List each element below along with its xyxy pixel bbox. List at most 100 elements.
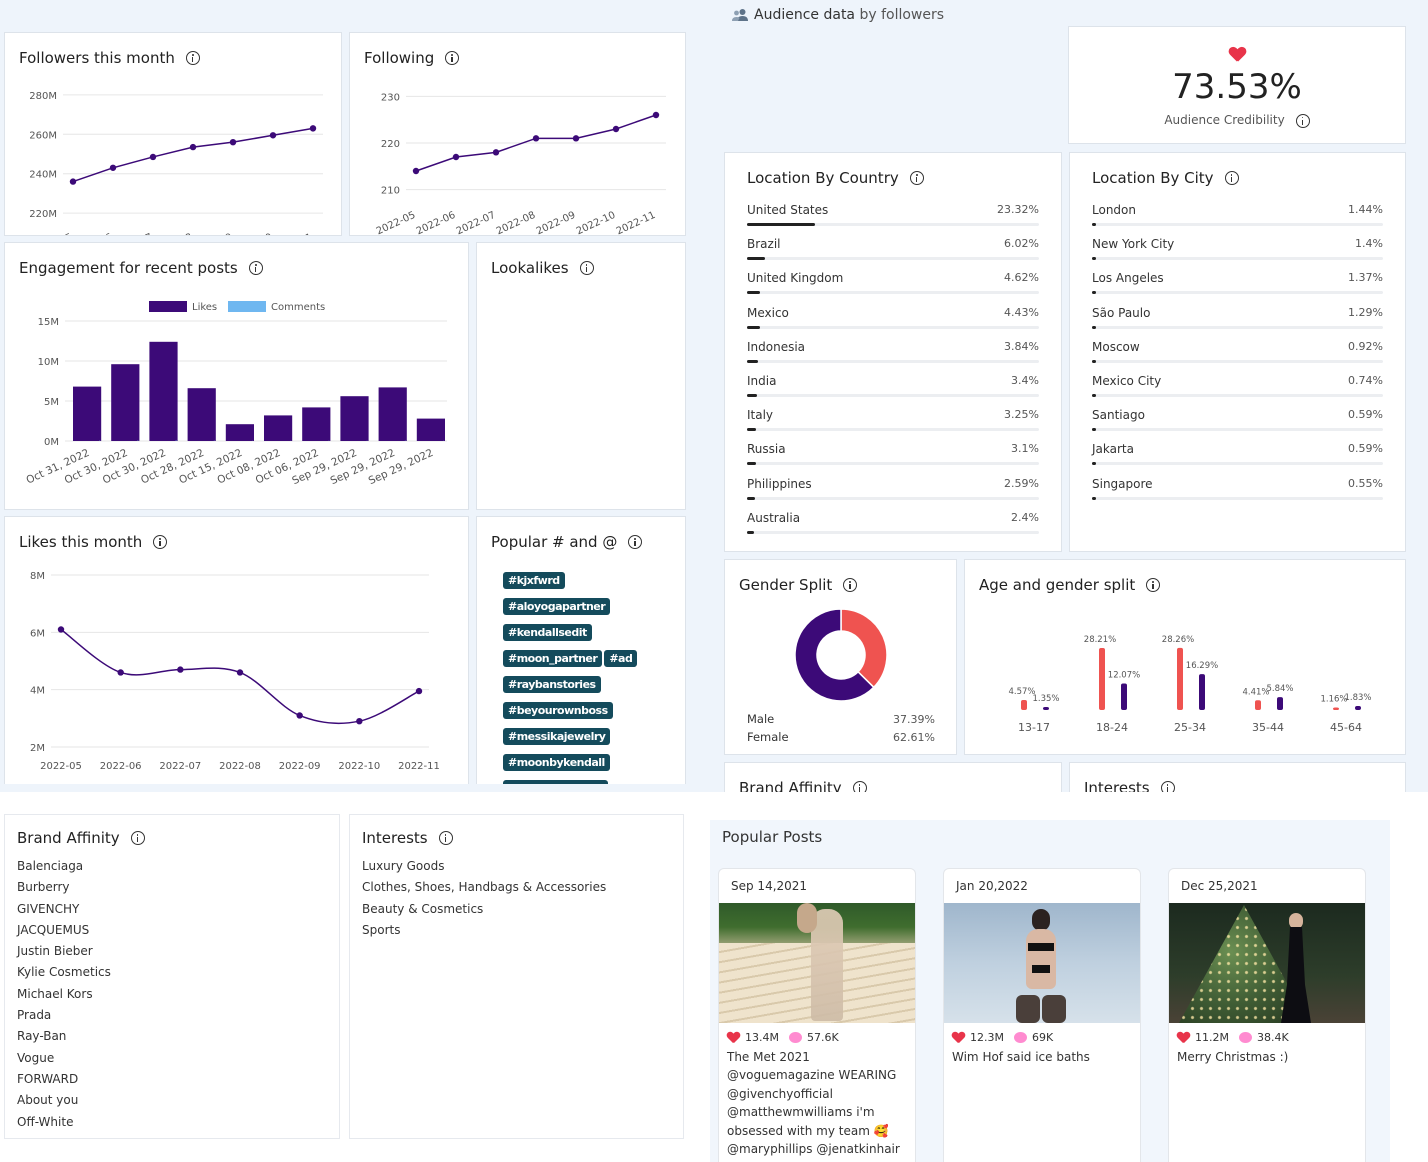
data-label-female: 16.29% xyxy=(1186,661,1218,671)
post-caption: Wim Hof said ice baths xyxy=(952,1050,1090,1064)
card-title: Brand Affinity xyxy=(17,829,145,847)
info-icon[interactable] xyxy=(852,781,867,792)
location-name: New York City xyxy=(1092,237,1175,252)
interests-peek-card: Interests xyxy=(1069,762,1406,792)
info-icon[interactable] xyxy=(1224,171,1239,185)
following-card: Following 210 220 230 2022-05 2022-06 2022-07… xyxy=(349,32,686,236)
location-name: Australia xyxy=(747,510,801,525)
location-row: Russia 3.1% xyxy=(747,442,1039,476)
info-icon[interactable] xyxy=(909,171,924,185)
hashtag-chip[interactable]: #aloyogapartner xyxy=(503,598,611,615)
bar-likes xyxy=(264,415,293,441)
info-icon[interactable] xyxy=(130,831,145,845)
post-image[interactable] xyxy=(944,903,1140,1023)
hashtag-chip[interactable]: #beyourownboss xyxy=(503,702,613,719)
post-image[interactable] xyxy=(719,903,915,1023)
info-icon[interactable] xyxy=(248,261,263,275)
info-icon[interactable] xyxy=(445,51,460,65)
tag-list: #kjxfwrd #aloyogapartner #kendallsedit #moo… xyxy=(503,569,673,784)
info-icon[interactable] xyxy=(628,535,643,549)
x-tick-label: 2022-05 xyxy=(375,210,418,236)
location-percent: 0.92% xyxy=(1348,339,1383,353)
hashtag-chip[interactable]: #kjxfwrd xyxy=(503,572,565,589)
info-icon[interactable] xyxy=(1160,781,1175,792)
list-item: Ray-Ban xyxy=(17,1029,67,1044)
info-icon[interactable] xyxy=(579,261,594,275)
list-item: Prada xyxy=(17,1008,52,1023)
bar-likes xyxy=(187,388,216,441)
followers-title: Followers this month xyxy=(19,49,175,67)
gender-legend-label: Male xyxy=(747,712,774,726)
list-item: Beauty & Cosmetics xyxy=(362,901,484,916)
brand-peek-title: Brand Affinity xyxy=(739,779,842,792)
post-likes: 12.3M xyxy=(970,1031,1004,1044)
brand-list: Balenciaga Burberry GIVENCHY JACQUEMUS Justi… xyxy=(17,859,111,1136)
heart-icon xyxy=(952,1032,965,1044)
hashtag-chip[interactable]: #ad xyxy=(604,650,638,667)
post-image[interactable] xyxy=(1169,903,1365,1023)
post-card[interactable]: Jan 20,2022 12.3M 69K Wim Hof said ice ba… xyxy=(943,868,1141,1162)
bar-likes xyxy=(340,396,369,441)
post-caption: Merry Christmas :) xyxy=(1177,1050,1289,1064)
hashtag-chip[interactable]: #moon_partner xyxy=(503,650,603,667)
bar-likes xyxy=(416,418,445,441)
age-gender-bar-chart: 4.57%1.35% 13-17 28.21% 12.07% 18-24 28.26% 16… xyxy=(1008,635,1371,734)
location-name: London xyxy=(1092,203,1136,217)
info-icon[interactable] xyxy=(1295,113,1310,128)
location-row: Los Angeles 1.37% xyxy=(1092,271,1383,305)
card-title: Location By City xyxy=(1092,169,1239,187)
brand-affinity-peek-card: Brand Affinity xyxy=(724,762,1062,792)
data-point xyxy=(412,167,420,175)
hashtag-chip[interactable]: #moonbykendall xyxy=(503,754,610,771)
progress-fill xyxy=(747,496,755,500)
info-icon[interactable] xyxy=(1146,578,1161,592)
followers-card: Followers this month 220M 240M 260M 280M 202… xyxy=(4,32,342,236)
progress-fill xyxy=(747,223,816,226)
bar-male xyxy=(1255,700,1261,710)
progress-track xyxy=(747,223,1039,226)
likes-line-chart: 2M 4M 6M 8M 2022-05 2022-06 2022-07 2022-08 2022… xyxy=(30,571,440,772)
bar-comments xyxy=(175,440,177,441)
hashtag-chip[interactable]: #kendallsedit xyxy=(503,624,592,641)
hashtag-chip[interactable]: #theolympiabag xyxy=(503,780,608,784)
post-card[interactable]: Sep 14,2021 13.4M 57.6K The Met 2021 @vog… xyxy=(718,868,916,1162)
hashtag-chip[interactable]: #messikajewelry xyxy=(503,728,611,745)
lookalikes-title: Lookalikes xyxy=(491,259,569,277)
gender-legend-label: Female xyxy=(747,730,789,744)
hashtag-chip[interactable]: #raybanstories xyxy=(503,676,601,693)
gender-legend-percent: 37.39% xyxy=(893,713,935,726)
post-card[interactable]: Dec 25,2021 11.2M 38.4K Merry Christmas :… xyxy=(1168,868,1366,1162)
data-point xyxy=(69,178,77,185)
x-tick-label: 2022-11 xyxy=(615,210,658,236)
popular-tags-card: Popular # and @ #kjxfwrd#aloyogapartner#… xyxy=(476,516,686,784)
credibility-label: Audience Credibility xyxy=(1164,113,1285,127)
x-tick-label: 2022-05 xyxy=(32,232,75,236)
x-tick-label: 2022-10 xyxy=(232,232,275,236)
x-tick-label: 2022-08 xyxy=(152,232,195,236)
progress-fill xyxy=(747,325,760,329)
data-label-female: 12.07% xyxy=(1108,670,1140,680)
data-point xyxy=(229,138,237,146)
data-point xyxy=(269,132,277,139)
likes-title: Likes this month xyxy=(19,533,143,551)
popular-posts-title: Popular Posts xyxy=(722,828,823,846)
x-tick-label: 2022-09 xyxy=(279,761,321,772)
info-icon[interactable] xyxy=(185,51,200,65)
y-tick-label: 280M xyxy=(29,91,57,102)
info-icon[interactable] xyxy=(438,831,453,845)
location-name: Los Angeles xyxy=(1092,271,1164,286)
comment-icon xyxy=(1013,1032,1027,1043)
data-point xyxy=(612,125,620,133)
interests-peek-title: Interests xyxy=(1084,779,1150,792)
info-icon[interactable] xyxy=(153,535,168,549)
engagement-card: Engagement for recent posts 0M 5M 10M 15M Li… xyxy=(4,242,469,510)
location-percent: 23.32% xyxy=(997,203,1039,216)
bar-female xyxy=(1277,697,1283,710)
list-item: Burberry xyxy=(17,880,70,895)
y-tick-label: 4M xyxy=(30,686,45,697)
legend-label-likes: Likes xyxy=(192,302,217,313)
info-icon[interactable] xyxy=(843,578,858,592)
x-tick-label: 2022-06 xyxy=(72,232,115,236)
bar-male xyxy=(1333,707,1339,710)
